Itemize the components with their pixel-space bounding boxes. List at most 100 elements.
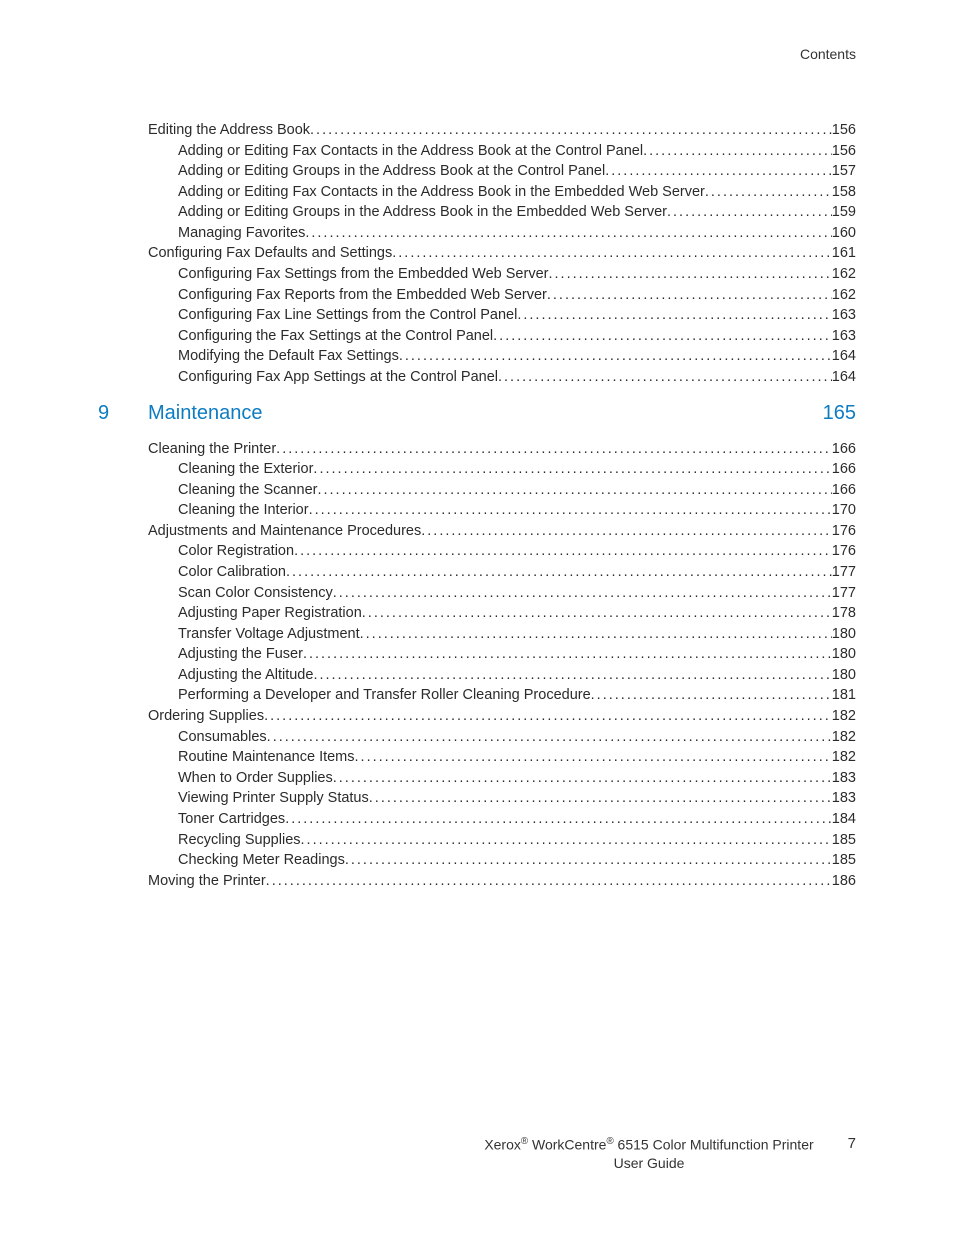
toc-entry[interactable]: Configuring Fax Reports from the Embedde… xyxy=(98,285,856,306)
toc-entry[interactable]: Color Registration176 xyxy=(98,541,856,562)
toc-entry-leader xyxy=(285,809,832,830)
toc-entry-page: 183 xyxy=(832,768,856,789)
toc-entry[interactable]: Viewing Printer Supply Status 183 xyxy=(98,788,856,809)
toc-entry-leader xyxy=(591,685,832,706)
toc-entry[interactable]: Cleaning the Scanner 166 xyxy=(98,480,856,501)
toc-entry[interactable]: Adjusting the Altitude 180 xyxy=(98,665,856,686)
toc-entry-page: 161 xyxy=(832,243,856,264)
toc-entry-leader xyxy=(667,202,832,223)
toc-entry-page: 163 xyxy=(832,305,856,326)
toc-entry-leader xyxy=(333,583,832,604)
page-footer: Xerox® WorkCentre® 6515 Color Multifunct… xyxy=(98,1135,856,1173)
toc-entry-page: 163 xyxy=(832,326,856,347)
toc-entry-page: 182 xyxy=(832,727,856,748)
toc-entry[interactable]: Modifying the Default Fax Settings 164 xyxy=(98,346,856,367)
toc-entry[interactable]: Adding or Editing Fax Contacts in the Ad… xyxy=(98,141,856,162)
toc-entry-leader xyxy=(421,521,832,542)
toc-entry-page: 180 xyxy=(832,665,856,686)
toc-entry-leader xyxy=(705,182,832,203)
toc-entry-page: 157 xyxy=(832,161,856,182)
toc-entry-page: 180 xyxy=(832,624,856,645)
toc-entry[interactable]: Moving the Printer186 xyxy=(98,871,856,892)
toc-entry-label: Routine Maintenance Items xyxy=(178,747,355,768)
toc-entry-label: Ordering Supplies xyxy=(148,706,264,727)
footer-page-number: 7 xyxy=(848,1135,856,1152)
toc-entry[interactable]: Managing Favorites160 xyxy=(98,223,856,244)
toc-entry-leader xyxy=(548,264,831,285)
toc-entry[interactable]: Routine Maintenance Items182 xyxy=(98,747,856,768)
toc-entry[interactable]: Color Calibration177 xyxy=(98,562,856,583)
toc-entry[interactable]: Configuring Fax Line Settings from the C… xyxy=(98,305,856,326)
toc-entry[interactable]: Performing a Developer and Transfer Roll… xyxy=(98,685,856,706)
toc-entry[interactable]: Transfer Voltage Adjustment 180 xyxy=(98,624,856,645)
toc-entry[interactable]: Configuring Fax Settings from the Embedd… xyxy=(98,264,856,285)
toc-entry-label: Configuring Fax App Settings at the Cont… xyxy=(178,367,498,388)
toc-entry-leader xyxy=(313,665,831,686)
toc-entry-page: 166 xyxy=(832,480,856,501)
toc-entry-page: 170 xyxy=(832,500,856,521)
toc-entry-label: Adding or Editing Groups in the Address … xyxy=(178,202,667,223)
toc-entry-label: Configuring Fax Settings from the Embedd… xyxy=(178,264,548,285)
toc-entry-page: 181 xyxy=(832,685,856,706)
toc-entry-leader xyxy=(294,541,832,562)
toc-entry[interactable]: Recycling Supplies 185 xyxy=(98,830,856,851)
toc-entry[interactable]: Configuring Fax App Settings at the Cont… xyxy=(98,367,856,388)
toc-entry-label: Moving the Printer xyxy=(148,871,266,892)
toc-entry-page: 185 xyxy=(832,830,856,851)
toc-entry-leader xyxy=(301,830,832,851)
toc-entry-leader xyxy=(369,788,832,809)
toc-entry[interactable]: Editing the Address Book156 xyxy=(98,120,856,141)
toc-entry-leader xyxy=(286,562,832,583)
toc-entry-label: Recycling Supplies xyxy=(178,830,301,851)
toc-entry-page: 162 xyxy=(832,264,856,285)
toc-entry-page: 178 xyxy=(832,603,856,624)
toc-entry[interactable]: Adjustments and Maintenance Procedures17… xyxy=(98,521,856,542)
toc-entry-page: 184 xyxy=(832,809,856,830)
toc-entry-page: 176 xyxy=(832,521,856,542)
toc-entry-leader xyxy=(267,727,832,748)
toc-entry-leader xyxy=(547,285,832,306)
toc-entry[interactable]: Ordering Supplies182 xyxy=(98,706,856,727)
footer-line-2: User Guide xyxy=(484,1154,813,1173)
toc-entry-leader xyxy=(517,305,831,326)
toc-entry-page: 158 xyxy=(832,182,856,203)
toc-entry[interactable]: Checking Meter Readings 185 xyxy=(98,850,856,871)
toc-entry-page: 185 xyxy=(832,850,856,871)
toc-entry[interactable]: Adding or Editing Groups in the Address … xyxy=(98,161,856,182)
toc-entry[interactable]: Configuring Fax Defaults and Settings161 xyxy=(98,243,856,264)
toc-entry-leader xyxy=(333,768,832,789)
toc-entry[interactable]: Scan Color Consistency177 xyxy=(98,583,856,604)
toc-entry[interactable]: Configuring the Fax Settings at the Cont… xyxy=(98,326,856,347)
toc-entry-leader xyxy=(605,161,832,182)
page: Contents Editing the Address Book156Addi… xyxy=(0,0,954,1235)
toc-entry[interactable]: Adding or Editing Groups in the Address … xyxy=(98,202,856,223)
toc-entry-page: 183 xyxy=(832,788,856,809)
toc-entry[interactable]: Toner Cartridges184 xyxy=(98,809,856,830)
toc-entry-label: Cleaning the Scanner xyxy=(178,480,317,501)
toc-entry-label: Adjusting the Fuser xyxy=(178,644,303,665)
toc-entry[interactable]: Adding or Editing Fax Contacts in the Ad… xyxy=(98,182,856,203)
toc-entry[interactable]: Cleaning the Interior170 xyxy=(98,500,856,521)
toc-entry-page: 164 xyxy=(832,367,856,388)
toc-entry-label: Cleaning the Printer xyxy=(148,439,276,460)
toc-entry-label: Adjusting the Altitude xyxy=(178,665,313,686)
toc-entry[interactable]: When to Order Supplies183 xyxy=(98,768,856,789)
toc-entry-leader xyxy=(303,644,832,665)
toc-entry[interactable]: Adjusting Paper Registration178 xyxy=(98,603,856,624)
toc-entry-label: Viewing Printer Supply Status xyxy=(178,788,369,809)
toc-entry-label: Adding or Editing Fax Contacts in the Ad… xyxy=(178,182,705,203)
toc-entry[interactable]: Cleaning the Exterior166 xyxy=(98,459,856,480)
toc-entry-label: Modifying the Default Fax Settings xyxy=(178,346,399,367)
toc-entry-label: Checking Meter Readings xyxy=(178,850,345,871)
toc-entry-label: Transfer Voltage Adjustment xyxy=(178,624,360,645)
toc-entry[interactable]: Cleaning the Printer166 xyxy=(98,439,856,460)
toc-entry-label: Configuring Fax Reports from the Embedde… xyxy=(178,285,547,306)
toc-entry-page: 176 xyxy=(832,541,856,562)
toc-entry[interactable]: Consumables182 xyxy=(98,727,856,748)
toc-entry-label: Cleaning the Exterior xyxy=(178,459,313,480)
chapter-title: Maintenance xyxy=(148,402,823,425)
toc-section-bottom: Cleaning the Printer166Cleaning the Exte… xyxy=(98,439,856,892)
toc-entry-page: 164 xyxy=(832,346,856,367)
toc-section-top: Editing the Address Book156Adding or Edi… xyxy=(98,120,856,388)
toc-entry[interactable]: Adjusting the Fuser180 xyxy=(98,644,856,665)
